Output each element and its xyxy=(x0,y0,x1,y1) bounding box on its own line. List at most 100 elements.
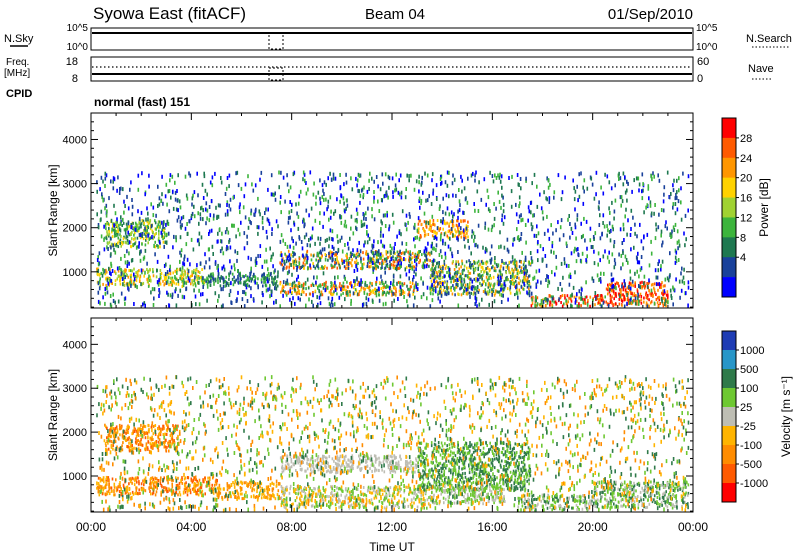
range-cell xyxy=(648,196,650,201)
range-cell xyxy=(613,297,615,301)
range-cell xyxy=(566,244,568,248)
range-cell xyxy=(117,175,119,180)
range-cell xyxy=(189,173,192,178)
range-cell xyxy=(650,239,652,244)
range-cell xyxy=(580,304,582,308)
range-cell xyxy=(388,267,390,271)
range-cell xyxy=(554,272,556,277)
range-cell xyxy=(175,235,177,240)
range-cell xyxy=(331,266,333,270)
range-cell xyxy=(408,260,411,264)
range-cell xyxy=(672,205,674,210)
range-cell xyxy=(489,209,491,213)
range-cell xyxy=(661,281,663,285)
range-cell xyxy=(146,261,148,266)
range-cell xyxy=(392,283,394,287)
range-cell xyxy=(247,484,249,488)
range-cell xyxy=(268,274,270,278)
range-cell xyxy=(134,242,136,246)
range-cell xyxy=(489,260,492,265)
range-cell xyxy=(653,282,656,286)
range-cell xyxy=(675,192,677,197)
range-cell xyxy=(383,194,385,199)
range-cell xyxy=(334,209,337,214)
range-cell xyxy=(400,261,402,266)
range-cell xyxy=(622,227,625,232)
range-cell xyxy=(599,302,601,306)
range-cell xyxy=(265,276,268,280)
range-cell xyxy=(394,267,397,271)
range-cell xyxy=(453,177,456,182)
range-cell xyxy=(201,268,203,271)
range-cell xyxy=(159,269,162,272)
freq-label-2: [MHz] xyxy=(4,68,30,79)
range-cell xyxy=(153,235,155,239)
range-cell xyxy=(312,293,314,298)
range-cell xyxy=(508,176,510,180)
range-cell xyxy=(180,225,182,230)
range-cell xyxy=(112,243,114,248)
range-cell xyxy=(214,277,217,281)
range-cell xyxy=(364,280,367,284)
range-cell xyxy=(207,279,210,283)
range-cell xyxy=(399,466,402,470)
range-cell xyxy=(216,494,219,498)
range-cell xyxy=(557,286,559,291)
range-cell xyxy=(127,230,129,235)
range-cell xyxy=(294,260,297,264)
range-cell xyxy=(630,227,632,231)
range-cell xyxy=(198,242,200,247)
range-cell xyxy=(119,242,121,245)
range-cell xyxy=(105,227,107,231)
range-cell xyxy=(414,236,417,240)
range-cell xyxy=(166,270,169,274)
range-cell xyxy=(140,249,142,254)
range-cell xyxy=(400,292,402,296)
range-cell xyxy=(125,268,127,272)
range-cell xyxy=(281,289,283,293)
range-cell xyxy=(435,236,438,241)
range-cell xyxy=(138,488,140,492)
range-cell xyxy=(336,266,339,270)
range-cell xyxy=(319,257,322,262)
range-cell xyxy=(339,185,342,190)
range-cell xyxy=(107,276,109,280)
range-cell xyxy=(547,185,550,190)
range-cell xyxy=(523,267,525,271)
range-cell xyxy=(613,258,616,263)
range-cell xyxy=(244,182,247,187)
range-cell xyxy=(425,220,427,225)
range-cell xyxy=(356,248,359,253)
range-cell xyxy=(156,484,158,488)
range-cell xyxy=(342,288,345,291)
range-cell xyxy=(305,191,308,196)
range-cell xyxy=(239,492,242,496)
range-cell xyxy=(373,195,375,200)
colorbar-swatch xyxy=(722,177,736,198)
range-cell xyxy=(521,270,523,274)
range-cell xyxy=(122,221,125,225)
range-cell xyxy=(578,194,581,199)
range-cell xyxy=(411,251,414,255)
range-cell xyxy=(180,253,182,258)
range-cell xyxy=(606,233,608,238)
range-cell xyxy=(277,270,279,275)
range-cell xyxy=(279,200,281,205)
range-cell xyxy=(390,257,393,262)
range-cell xyxy=(267,287,269,292)
range-cell xyxy=(254,276,257,280)
range-cell xyxy=(317,236,319,241)
range-cell xyxy=(446,206,449,211)
range-cell xyxy=(381,260,383,264)
range-cell xyxy=(337,247,340,252)
range-cell xyxy=(120,244,122,248)
range-cell xyxy=(186,493,189,497)
range-cell xyxy=(429,219,432,223)
range-cell xyxy=(408,178,410,183)
range-cell xyxy=(653,288,656,292)
range-cell xyxy=(674,222,677,227)
range-cell xyxy=(201,292,204,297)
range-cell xyxy=(474,268,477,272)
range-cell xyxy=(120,275,122,279)
range-cell xyxy=(475,242,477,247)
